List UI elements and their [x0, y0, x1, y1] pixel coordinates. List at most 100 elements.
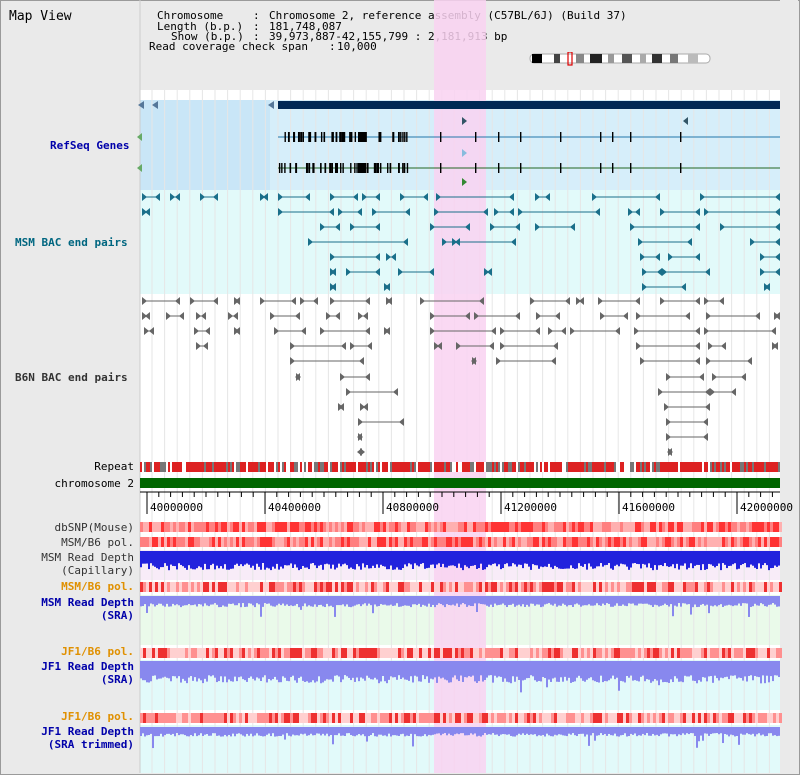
depth-bar [336, 551, 338, 568]
repeat-block [652, 462, 654, 472]
depth-bar [544, 727, 546, 737]
depth-bar [582, 727, 584, 734]
heat-cell [407, 537, 410, 547]
depth-bar [378, 727, 380, 735]
depth-bar [476, 661, 478, 683]
heat-cell [725, 582, 728, 592]
depth-bar [168, 727, 170, 734]
depth-bar [476, 727, 478, 737]
repeat-block [298, 462, 300, 472]
depth-bar [488, 661, 490, 676]
depth-bar [402, 727, 404, 734]
track-label-msm-bac[interactable]: MSM BAC end pairs [15, 236, 128, 249]
depth-bar [576, 551, 578, 569]
depth-bar [458, 661, 460, 682]
depth-bar [246, 551, 248, 564]
heat-cell [395, 648, 398, 658]
heat-cell [722, 582, 725, 592]
heat-cell [563, 582, 566, 592]
heat-cell [248, 713, 251, 723]
depth-bar [498, 551, 500, 565]
depth-bar [508, 596, 510, 605]
depth-bar [626, 727, 628, 737]
heat-cell [152, 537, 155, 547]
chromosome-ideogram[interactable] [528, 52, 714, 66]
depth-bar [456, 551, 458, 568]
heat-cell [335, 582, 338, 592]
depth-bar [302, 551, 304, 566]
depth-bar [258, 727, 260, 736]
repeat-block [280, 462, 282, 472]
depth-bar [260, 661, 262, 682]
bac-end-marker [760, 253, 765, 261]
depth-bar [714, 661, 716, 676]
depth-bar [544, 596, 546, 605]
depth-bar [758, 551, 760, 564]
heat-cell [620, 522, 623, 532]
track-label-b6n-bac[interactable]: B6N BAC end pairs [15, 371, 128, 384]
depth-bar [416, 551, 418, 566]
heat-cell [227, 537, 230, 547]
bac-end-marker [731, 388, 736, 396]
depth-bar [156, 661, 158, 680]
depth-bar [214, 551, 216, 570]
repeat-block [348, 462, 350, 472]
heat-cell [284, 522, 287, 532]
heat-cell [629, 648, 632, 658]
depth-bar [252, 661, 254, 679]
heat-cell [770, 582, 773, 592]
depth-bar [450, 727, 452, 736]
depth-bar [394, 727, 396, 736]
depth-bar [298, 661, 300, 678]
heat-cell [488, 582, 491, 592]
depth-bar [158, 596, 160, 604]
heat-cell [521, 713, 524, 723]
repeat-block [656, 462, 658, 472]
depth-bar [628, 551, 630, 570]
bac-end-marker [775, 208, 780, 216]
repeat-block [454, 462, 456, 472]
heat-cell [185, 713, 188, 723]
depth-bar [176, 661, 178, 679]
heat-cell [395, 537, 398, 547]
exon [475, 132, 477, 142]
repeat-block [500, 462, 502, 472]
heat-cell [524, 537, 527, 547]
heat-cell [188, 648, 191, 658]
repeat-block [156, 462, 158, 472]
heat-cell [767, 582, 770, 592]
bac-end-marker [350, 223, 355, 231]
heat-cell [659, 537, 662, 547]
depth-bar [342, 727, 344, 736]
depth-bar [638, 596, 640, 604]
track-label-refseq[interactable]: RefSeq Genes [50, 139, 130, 152]
depth-bar [162, 596, 164, 606]
heat-cell [446, 537, 449, 547]
heat-cell [539, 537, 542, 547]
depth-bar [484, 551, 486, 570]
depth-bar [606, 551, 608, 565]
depth-bar [346, 596, 348, 605]
ideogram-band [622, 54, 632, 63]
depth-bar [398, 661, 400, 676]
depth-bar [214, 596, 216, 604]
heat-cell [284, 582, 287, 592]
exon [402, 163, 404, 173]
repeat-block [522, 462, 524, 472]
heat-cell [569, 522, 572, 532]
heat-cell [326, 648, 329, 658]
heat-cell [449, 537, 452, 547]
depth-bar [210, 661, 212, 677]
heat-cell [293, 713, 296, 723]
heat-cell [167, 648, 170, 658]
bac-end-marker [703, 433, 708, 441]
heat-cell [254, 582, 257, 592]
heat-cell [416, 582, 419, 592]
heat-cell [173, 713, 176, 723]
repeat-block [174, 462, 176, 472]
heat-cell [374, 522, 377, 532]
heat-cell [680, 537, 683, 547]
depth-bar [252, 551, 254, 566]
heat-cell [551, 713, 554, 723]
